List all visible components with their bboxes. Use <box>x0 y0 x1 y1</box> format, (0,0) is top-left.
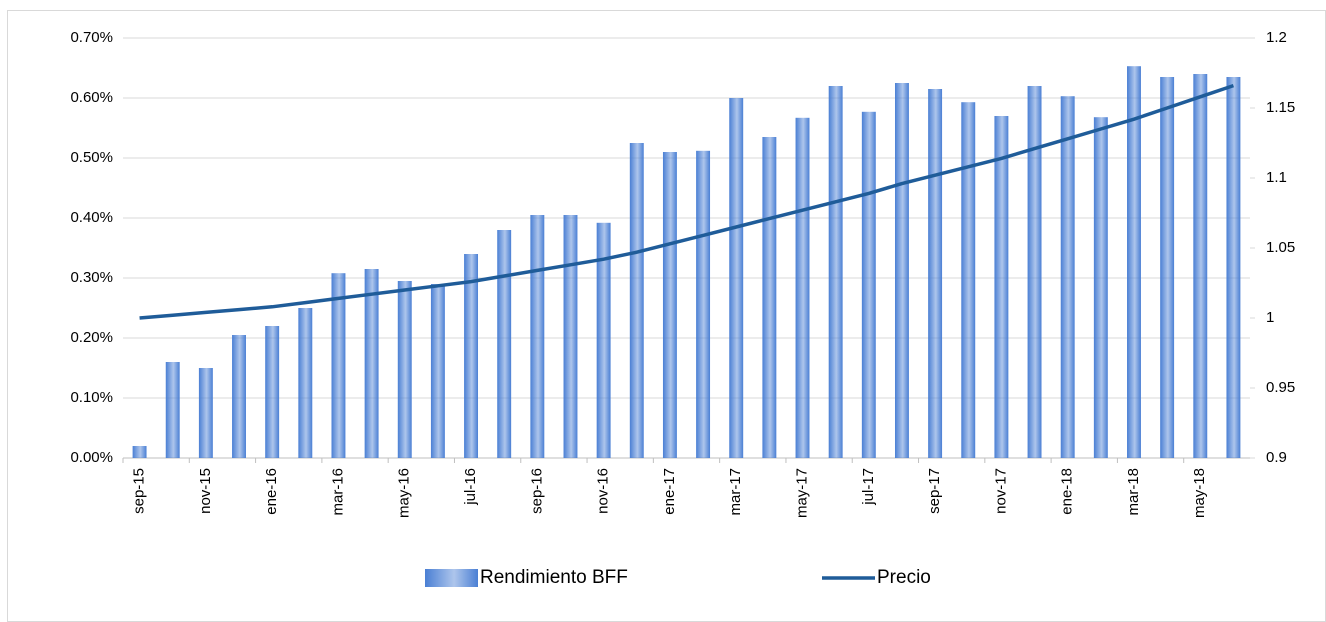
bar <box>530 215 545 458</box>
y-tick-label: 0.70% <box>70 29 113 46</box>
x-tick-label: may-17 <box>793 468 810 518</box>
y2-tick-label: 1.15 <box>1266 99 1295 116</box>
bar <box>795 117 810 459</box>
bar <box>1226 77 1241 458</box>
bar <box>629 143 644 458</box>
bar <box>364 269 379 458</box>
bar <box>132 446 147 458</box>
bar <box>1027 86 1042 458</box>
y2-tick-label: 1 <box>1266 309 1274 326</box>
bar <box>762 137 777 458</box>
bar <box>1093 117 1108 458</box>
bar <box>198 368 213 458</box>
bar <box>1160 77 1175 458</box>
bar <box>994 116 1009 458</box>
legend-swatch <box>425 569 478 587</box>
x-tick-label: jul-17 <box>860 468 877 506</box>
bar <box>232 335 246 458</box>
y-tick-label: 0.60% <box>70 89 113 106</box>
bar <box>497 230 512 458</box>
x-tick-label: sep-15 <box>131 468 148 514</box>
bar <box>662 152 677 458</box>
bar <box>861 111 876 459</box>
y2-tick-label: 1.05 <box>1266 239 1295 256</box>
x-tick-label: mar-17 <box>727 468 744 516</box>
x-tick-label: jul-16 <box>462 468 479 506</box>
bar <box>430 284 445 458</box>
bar <box>265 326 280 458</box>
y2-tick-label: 1.2 <box>1266 29 1287 46</box>
bar <box>828 86 843 458</box>
y-tick-label: 0.00% <box>70 449 113 466</box>
x-tick-label: mar-18 <box>1125 468 1142 516</box>
bar <box>165 362 180 458</box>
legend-label: Precio <box>877 567 931 588</box>
y-tick-label: 0.40% <box>70 209 113 226</box>
bar <box>298 308 313 458</box>
y-tick-label: 0.10% <box>70 389 113 406</box>
bar <box>894 83 909 458</box>
bar <box>464 254 479 458</box>
bar <box>331 273 346 458</box>
x-tick-label: mar-16 <box>329 468 346 516</box>
y-tick-label: 0.50% <box>70 149 113 166</box>
y2-tick-label: 1.1 <box>1266 169 1287 186</box>
bar <box>961 102 976 458</box>
x-tick-label: may-16 <box>396 468 413 518</box>
x-tick-label: nov-16 <box>595 468 612 514</box>
x-tick-label: ene-16 <box>263 468 280 515</box>
bar <box>596 222 611 458</box>
x-tick-label: sep-17 <box>926 468 943 514</box>
y-tick-label: 0.30% <box>70 269 113 286</box>
x-tick-label: ene-17 <box>661 468 678 515</box>
bar <box>1127 66 1141 458</box>
bar <box>696 150 711 459</box>
bar <box>928 89 943 458</box>
bar <box>397 281 412 458</box>
legend-label: Rendimiento BFF <box>480 567 628 588</box>
bar <box>729 98 744 458</box>
bar <box>1193 74 1208 458</box>
x-tick-label: nov-17 <box>992 468 1009 514</box>
x-tick-label: sep-16 <box>528 468 545 514</box>
y2-tick-label: 0.9 <box>1266 449 1287 466</box>
y-tick-label: 0.20% <box>70 329 113 346</box>
bar <box>563 215 578 458</box>
x-tick-label: nov-15 <box>197 468 214 514</box>
x-tick-label: may-18 <box>1191 468 1208 518</box>
y2-tick-label: 0.95 <box>1266 379 1295 396</box>
x-tick-label: ene-18 <box>1059 468 1076 515</box>
line-series <box>139 83 1234 320</box>
bar <box>1060 96 1075 458</box>
